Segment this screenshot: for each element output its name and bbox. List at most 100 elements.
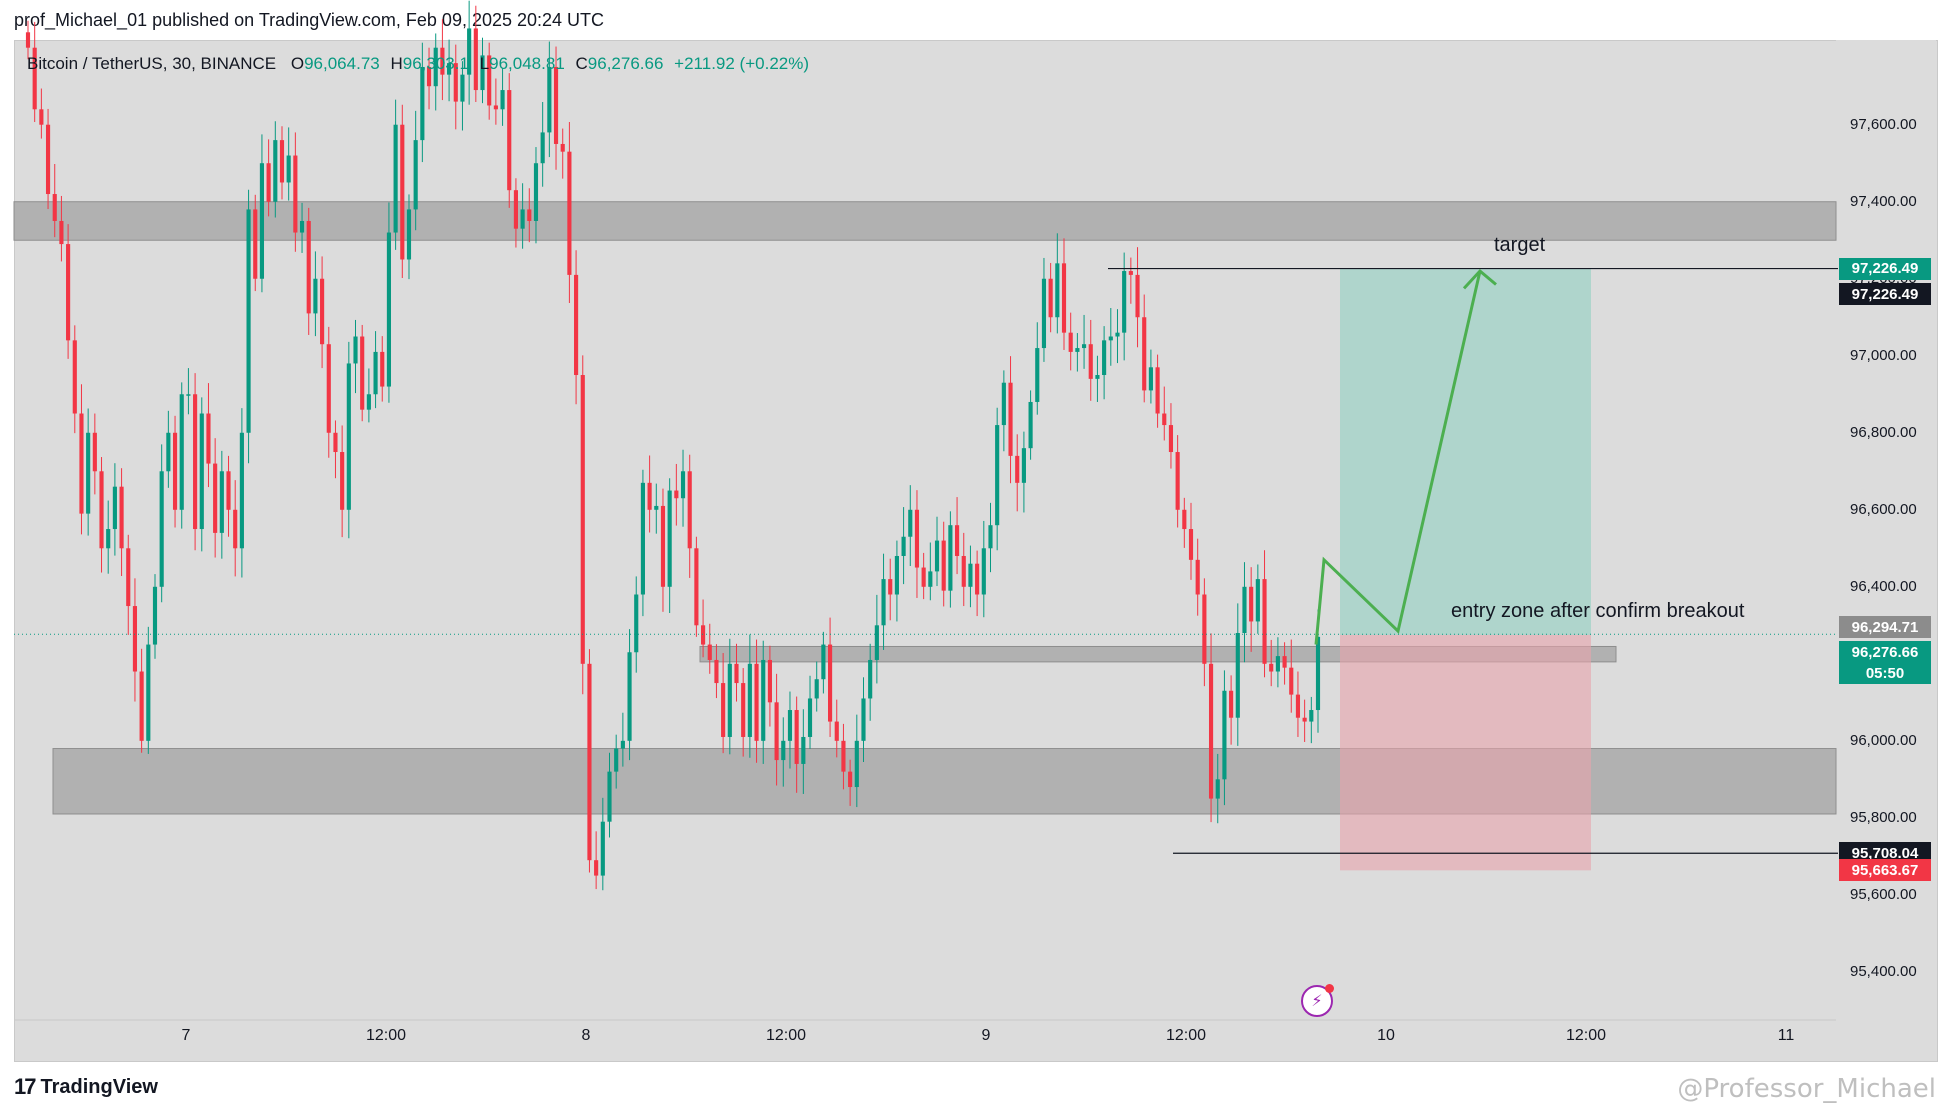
candle-body (139, 671, 144, 741)
candle-body (66, 244, 71, 341)
candle-body (420, 66, 425, 141)
candle-body (714, 659, 719, 684)
candle-body (667, 490, 672, 587)
low-value: 96,048.81 (489, 54, 565, 73)
candle-body (239, 432, 244, 549)
candle-body (881, 579, 886, 626)
candle-body (687, 471, 692, 549)
candle-body (567, 151, 572, 275)
candle-body (99, 471, 104, 549)
projection-arrow (1314, 270, 1482, 645)
candle-body (981, 548, 986, 595)
candle-body (106, 529, 111, 549)
candle-body (874, 625, 879, 660)
candle-body (92, 432, 97, 472)
candle-body (393, 124, 398, 233)
candle-body (1235, 633, 1240, 718)
candle-body (246, 209, 251, 433)
price-badge: 96,276.66 (1839, 641, 1931, 664)
candle-body (299, 220, 305, 233)
candle-body (1269, 663, 1274, 672)
candle-body (473, 28, 478, 91)
candle-body (1135, 274, 1140, 318)
candle-body (326, 344, 331, 433)
candle-body (86, 432, 91, 514)
candle-body (447, 63, 452, 75)
open-label: O (290, 54, 305, 73)
target-annotation[interactable]: target (1494, 234, 1546, 256)
candle-body (39, 109, 44, 125)
candle-body (607, 771, 612, 822)
candle-body (179, 394, 184, 510)
candle-body (360, 336, 365, 410)
tradingview-brand: TradingView (40, 1075, 158, 1098)
candle-body (1041, 278, 1047, 349)
candle-body (1315, 636, 1321, 711)
published-header: prof_Michael_01 published on TradingView… (14, 10, 605, 30)
candle-body (761, 659, 766, 741)
tradingview-logo[interactable]: 17 TradingView (14, 1074, 158, 1100)
candle-body (600, 821, 605, 876)
candle-body (1028, 401, 1033, 449)
y-tick-label: 97,600.00 (1850, 115, 1917, 133)
candle-body (313, 278, 318, 314)
candle-body (279, 140, 285, 183)
candle-body (794, 710, 799, 764)
candle-body (540, 132, 545, 164)
candle-body (975, 563, 980, 595)
candle-body (1262, 579, 1267, 664)
candle-body (1208, 663, 1214, 799)
candle-body (587, 663, 592, 861)
flash-icon[interactable]: ⚡ (1301, 984, 1334, 1017)
candle-body (45, 124, 51, 195)
candle-body (146, 644, 151, 741)
candle-body (614, 748, 619, 772)
x-tick-label: 9 (981, 1027, 991, 1044)
price-axis-bg (1836, 40, 1936, 1060)
tradingview-icon: 17 (14, 1074, 37, 1099)
candle-body (914, 509, 920, 568)
y-tick-label: 95,400.00 (1850, 962, 1917, 980)
y-tick-label: 95,800.00 (1850, 808, 1917, 826)
price-badge: 97,226.49 (1839, 283, 1931, 306)
candle-body (594, 860, 599, 876)
candle-body (112, 486, 117, 530)
candle-body (273, 140, 278, 202)
candle-body (440, 47, 445, 75)
price-badge: 95,708.04 (1839, 842, 1931, 865)
candle-body (126, 548, 131, 607)
candle-body (426, 66, 432, 87)
candle-body (861, 698, 866, 741)
candle-body (413, 140, 418, 210)
candle-body (353, 336, 358, 364)
candle-body (1142, 317, 1147, 391)
candle-body (199, 413, 204, 530)
candle-body (1242, 586, 1247, 634)
candle-body (928, 571, 933, 587)
candle-body (366, 394, 371, 410)
candle-body (828, 644, 833, 722)
candle-body (373, 351, 378, 395)
candle-body (1108, 336, 1113, 341)
candle-body (1095, 375, 1100, 379)
entry-annotation[interactable]: entry zone after confirm breakout (1451, 600, 1745, 622)
loss-zone (1340, 634, 1591, 871)
candle-body (79, 413, 84, 514)
candle-body (854, 740, 859, 788)
y-tick-label: 97,000.00 (1850, 346, 1917, 364)
candle-body (152, 586, 158, 645)
candle-body (507, 90, 512, 191)
price-badge: 97,226.49 (1839, 257, 1931, 280)
candle-body (814, 679, 819, 699)
candle-body (1122, 271, 1127, 333)
candle-body (694, 548, 699, 626)
candle-body (266, 163, 271, 202)
candle-body (560, 143, 565, 152)
candle-body (259, 163, 265, 279)
candle-body (627, 652, 632, 741)
candle-body (1168, 425, 1174, 453)
close-label: C (575, 54, 588, 73)
candle-body (868, 659, 873, 699)
candle-body (701, 625, 706, 645)
